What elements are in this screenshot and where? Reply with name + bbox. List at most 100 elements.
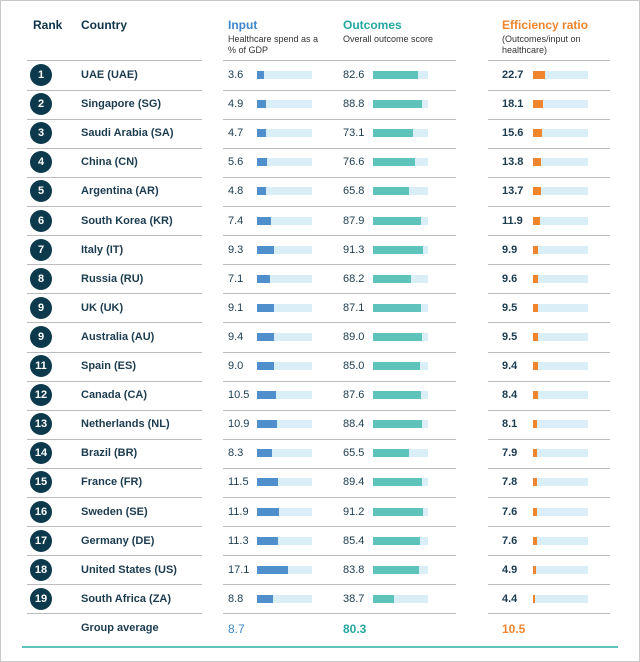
outcomes-bar — [373, 158, 416, 167]
row-divider — [223, 322, 456, 324]
outcomes-bar — [373, 507, 424, 516]
row-divider — [488, 409, 610, 411]
input-value: 4.7 — [228, 127, 244, 140]
efficiency-value: 9.6 — [502, 272, 518, 285]
country-label: Singapore (SG) — [81, 98, 162, 111]
input-value: 9.1 — [228, 301, 244, 314]
input-bar-track — [257, 129, 312, 138]
efficiency-bar-track — [533, 245, 588, 254]
input-bar-track — [257, 478, 312, 487]
outcomes-bar-track — [373, 362, 428, 370]
input-value: 8.8 — [228, 592, 244, 605]
efficiency-bar-track — [533, 129, 588, 138]
row-divider — [223, 438, 456, 440]
efficiency-value: 8.4 — [502, 389, 518, 402]
row-divider — [488, 264, 610, 266]
outcomes-bar — [373, 536, 420, 545]
row-divider — [27, 235, 202, 237]
input-value: 11.9 — [228, 505, 249, 518]
input-bar-track — [257, 274, 312, 283]
table-row: 4 China (CN) 5.6 76.6 13.8 — [0, 148, 640, 177]
outcomes-value: 82.6 — [343, 69, 365, 81]
efficiency-bar — [533, 332, 539, 341]
row-divider — [488, 497, 610, 498]
outcomes-bar-track — [373, 100, 428, 109]
row-divider — [223, 293, 456, 295]
input-value: 11.5 — [228, 476, 249, 489]
table-row: 12 Canada (CA) 10.5 87.6 8.4 — [0, 381, 640, 410]
row-divider — [223, 555, 456, 557]
row-divider — [27, 613, 202, 615]
efficiency-bar — [533, 187, 541, 196]
outcomes-value: 89.4 — [343, 476, 365, 489]
header-outcomes: Outcomes — [343, 18, 402, 32]
table-row: 8 Russia (RU) 7.1 68.2 9.6 — [0, 265, 640, 294]
input-bar — [257, 536, 278, 545]
outcomes-value: 68.2 — [343, 272, 365, 285]
country-label: United States (US) — [81, 563, 177, 576]
input-bar — [257, 216, 271, 225]
row-divider — [27, 555, 202, 557]
row-divider — [488, 176, 610, 178]
efficiency-bar — [533, 507, 538, 516]
rank-badge: 8 — [30, 267, 52, 290]
row-divider — [223, 584, 456, 586]
efficiency-bar — [533, 245, 539, 254]
rank-badge: 11 — [30, 355, 52, 377]
table-row: 1 UAE (UAE) 3.6 82.6 22.7 — [0, 61, 640, 90]
input-bar-track — [257, 187, 312, 196]
country-label: France (FR) — [81, 476, 143, 489]
input-bar — [257, 274, 271, 283]
table-row: 3 Saudi Arabia (SA) 4.7 73.1 15.6 — [0, 119, 640, 148]
row-divider — [488, 235, 610, 237]
outcomes-value: 88.8 — [343, 98, 365, 111]
row-divider — [488, 60, 610, 61]
row-divider — [223, 118, 456, 120]
outcomes-bar — [373, 478, 423, 487]
efficiency-bar — [533, 158, 541, 167]
row-divider — [27, 89, 202, 91]
country-label: Australia (AU) — [81, 330, 155, 343]
rank-badge: 6 — [30, 209, 52, 232]
header-country: Country — [81, 18, 127, 32]
efficiency-bar-track — [533, 100, 588, 109]
efficiency-value: 9.9 — [502, 243, 518, 256]
efficiency-bar-track — [533, 332, 588, 341]
rank-badge: 7 — [30, 238, 52, 261]
row-divider — [27, 351, 202, 353]
rank-badge: 5 — [30, 180, 52, 203]
input-bar-track — [257, 507, 312, 516]
efficiency-bar-track — [533, 449, 588, 458]
input-bar-track — [257, 420, 312, 429]
row-divider — [27, 584, 202, 586]
table-row: 9 Australia (AU) 9.4 89.0 9.5 — [0, 323, 640, 352]
input-value: 3.6 — [228, 69, 244, 81]
row-divider — [27, 293, 202, 295]
row-divider — [27, 147, 202, 149]
input-bar-track — [257, 216, 312, 225]
country-label: Sweden (SE) — [81, 505, 148, 518]
input-bar-track — [257, 303, 312, 312]
outcomes-bar — [373, 332, 422, 341]
outcomes-bar — [373, 274, 411, 283]
table-row: 2 Singapore (SG) 4.9 88.8 18.1 — [0, 90, 640, 119]
row-divider — [223, 351, 456, 353]
efficiency-bar — [533, 216, 540, 225]
rank-badge: 2 — [30, 93, 52, 116]
input-value: 8.3 — [228, 447, 244, 460]
outcomes-bar-track — [373, 245, 428, 254]
outcomes-value: 88.4 — [343, 418, 365, 431]
outcomes-bar-track — [373, 594, 428, 603]
input-bar — [257, 100, 266, 109]
row-divider — [488, 380, 610, 382]
row-divider — [27, 438, 202, 440]
table-row: 17 Germany (DE) 11.3 85.4 7.6 — [0, 527, 640, 556]
row-divider — [488, 584, 610, 586]
country-label: Russia (RU) — [81, 272, 144, 285]
efficiency-bar-track — [533, 594, 588, 603]
input-value: 10.9 — [228, 418, 250, 431]
average-outcomes-value: 80.3 — [343, 622, 367, 636]
table-row: 14 Brazil (BR) 8.3 65.5 7.9 — [0, 439, 640, 468]
efficiency-bar — [533, 71, 546, 79]
outcomes-bar — [373, 71, 419, 79]
